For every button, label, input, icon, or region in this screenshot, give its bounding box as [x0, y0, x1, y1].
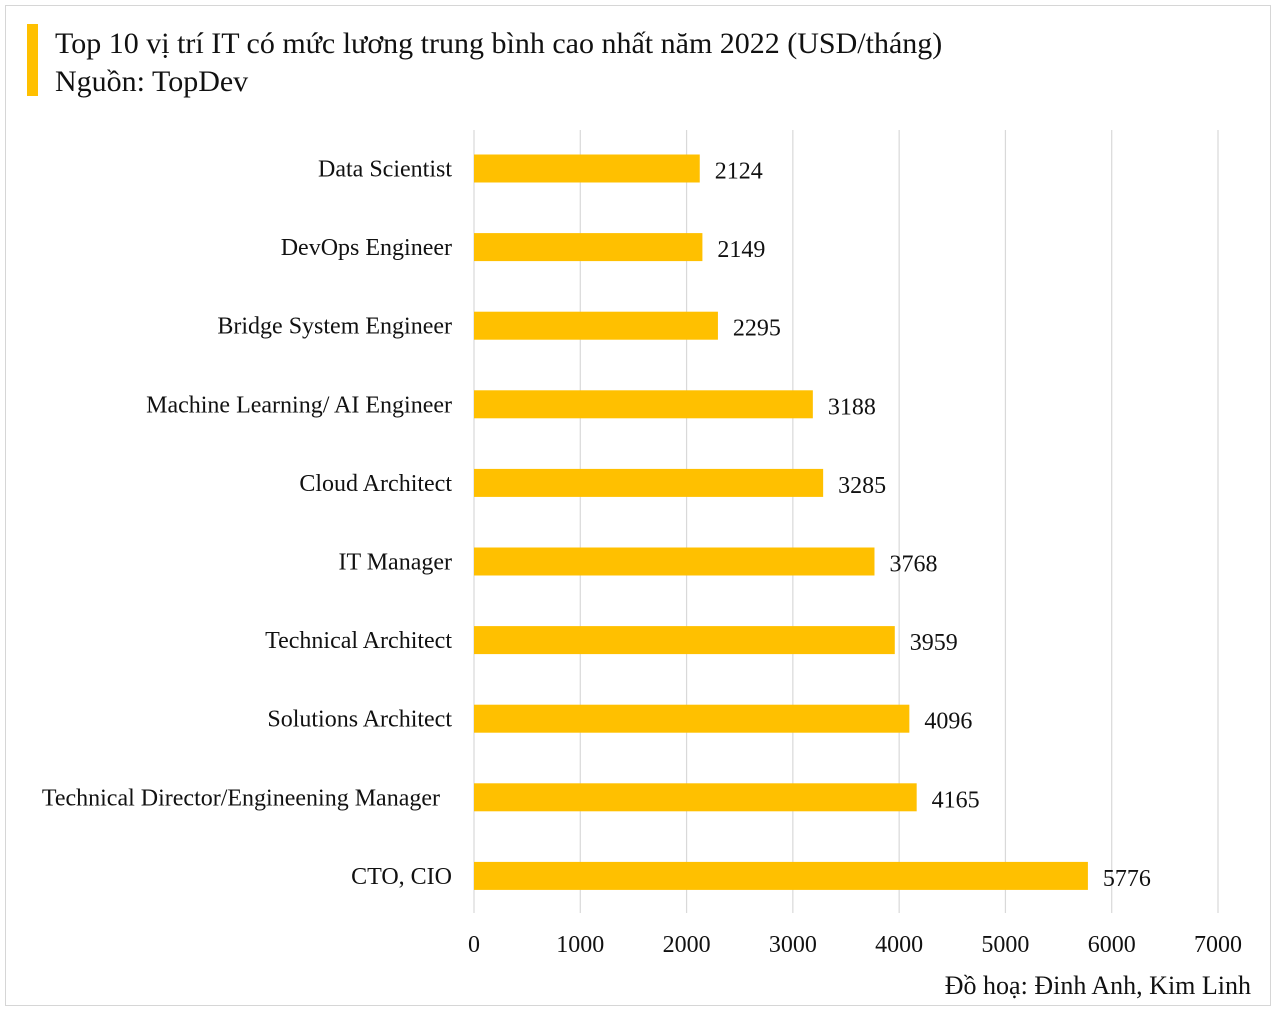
- bar: [474, 783, 917, 812]
- data-label: 3285: [838, 473, 886, 499]
- category-label: Data Scientist: [318, 157, 452, 183]
- data-label: 5776: [1103, 866, 1151, 892]
- data-label: 2124: [715, 159, 763, 185]
- category-label: Technical Architect: [265, 628, 452, 654]
- x-tick-label: 0: [468, 932, 480, 958]
- category-label: IT Manager: [338, 550, 452, 576]
- title-accent-bar: [27, 24, 38, 96]
- bar: [474, 704, 910, 733]
- category-label: Cloud Architect: [299, 471, 452, 497]
- graphic-credit: Đồ hoạ: Đinh Anh, Kim Linh: [944, 971, 1251, 1000]
- data-label: 2149: [717, 237, 765, 263]
- data-label: 3188: [828, 394, 876, 420]
- bar: [474, 626, 895, 655]
- data-label: 3768: [889, 552, 937, 578]
- data-label: 4096: [924, 709, 972, 735]
- category-label: CTO, CIO: [351, 864, 452, 890]
- bar: [474, 390, 813, 419]
- data-label: 3959: [910, 630, 958, 656]
- data-label: 2295: [733, 316, 781, 342]
- chart-title: Top 10 vị trí IT có mức lương trung bình…: [55, 27, 943, 60]
- x-tick-label: 2000: [663, 932, 711, 958]
- category-label: Solutions Architect: [267, 707, 452, 733]
- bar: [474, 233, 703, 262]
- x-tick-label: 5000: [981, 932, 1029, 958]
- category-label: DevOps Engineer: [281, 235, 452, 261]
- x-tick-label: 4000: [875, 932, 923, 958]
- x-tick-label: 7000: [1194, 932, 1242, 958]
- category-label: Machine Learning/ AI Engineer: [146, 392, 452, 418]
- bar: [474, 547, 875, 576]
- chart-source: Nguồn: TopDev: [55, 65, 249, 98]
- bar: [474, 311, 718, 340]
- x-tick-label: 6000: [1088, 932, 1136, 958]
- category-label: Bridge System Engineer: [217, 314, 452, 340]
- x-tick-label: 1000: [556, 932, 604, 958]
- bar: [474, 154, 700, 183]
- bar: [474, 861, 1088, 890]
- data-label: 4165: [932, 787, 980, 813]
- x-tick-label: 3000: [769, 932, 817, 958]
- category-label: Technical Director/Engineening Manager: [42, 785, 440, 811]
- bar: [474, 468, 824, 497]
